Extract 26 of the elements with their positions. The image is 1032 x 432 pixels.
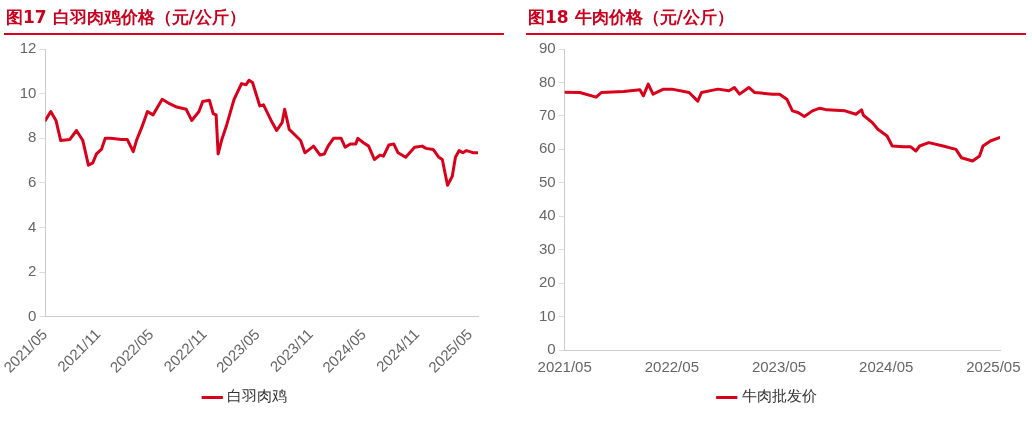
y-tick-label: 20 <box>539 273 556 291</box>
y-tick-label: 60 <box>539 139 556 157</box>
y-tick-label: 0 <box>28 307 37 325</box>
x-tick-label: 2023/05 <box>751 358 807 376</box>
y-tick-label: 8 <box>28 128 37 146</box>
y-tick-label: 10 <box>539 306 556 324</box>
x-tick-label: 2024/05 <box>859 358 914 376</box>
chart-title: 图18 牛肉价格（元/公斤） <box>526 4 1026 35</box>
y-tick-label: 10 <box>19 83 37 101</box>
y-tick-label: 80 <box>539 72 556 90</box>
y-tick-label: 30 <box>539 239 556 257</box>
y-tick-label: 90 <box>539 39 556 57</box>
x-tick-label: 2025/05 <box>966 358 1021 376</box>
y-tick-label: 40 <box>539 206 556 224</box>
x-tick-label: 2021/05 <box>537 358 592 376</box>
x-tick-label: 2022/05 <box>644 358 699 376</box>
y-tick-label: 50 <box>539 172 556 190</box>
y-tick-label: 2 <box>28 262 37 280</box>
chart-title: 图17 白羽肉鸡价格（元/公斤） <box>4 4 504 35</box>
y-tick-label: 12 <box>19 39 37 57</box>
y-tick-label: 70 <box>539 106 556 124</box>
y-tick-label: 6 <box>28 173 37 191</box>
y-tick-label: 0 <box>547 340 556 358</box>
legend-label: 白羽肉鸡 <box>227 387 288 406</box>
y-tick-label: 4 <box>28 217 37 235</box>
legend-label: 牛肉批发价 <box>741 387 817 406</box>
